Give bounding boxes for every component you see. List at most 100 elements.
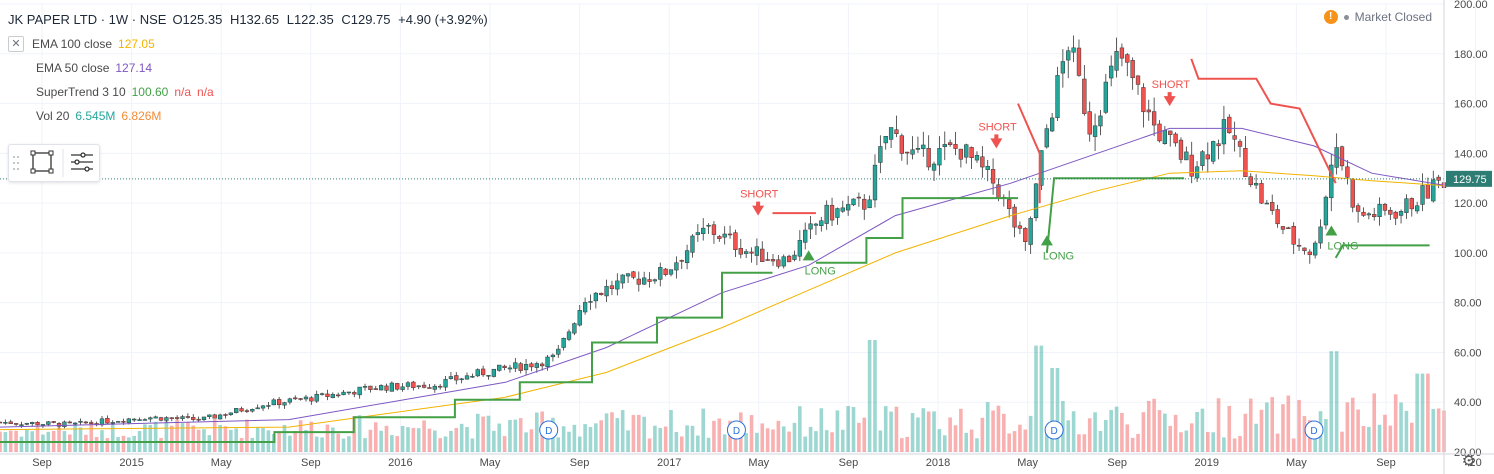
volume-bar — [357, 415, 362, 452]
indicator-row-supertrend[interactable]: SuperTrend 3 10 100.60 n/a n/a — [8, 80, 492, 104]
volume-bar — [320, 437, 324, 452]
candle-up — [201, 416, 207, 421]
indicator-value: 127.14 — [115, 61, 153, 75]
candle-up — [142, 419, 148, 421]
candle-down — [636, 278, 641, 285]
volume-bar — [1028, 415, 1033, 452]
candle-down — [1178, 139, 1184, 160]
signal-short: SHORT — [740, 189, 779, 216]
candle-up — [582, 302, 588, 313]
volume-bar — [524, 432, 528, 452]
candle-down — [609, 285, 615, 289]
indicator-row-ema50[interactable]: EMA 50 close 127.14 — [8, 56, 492, 80]
candle-up — [389, 382, 395, 392]
indicator-name: Vol 20 — [36, 109, 70, 123]
volume-bar — [78, 427, 83, 452]
signal-label: SHORT — [1152, 79, 1191, 91]
y-tick-label: 200.00 — [1454, 0, 1488, 11]
candle-up — [400, 386, 405, 390]
volume-bar — [207, 435, 212, 452]
volume-bar — [1270, 397, 1275, 452]
volume-bar — [808, 426, 813, 452]
warning-icon[interactable]: ! — [1323, 10, 1338, 24]
volume-bar — [1034, 345, 1038, 452]
rectangle-draw-icon[interactable] — [30, 150, 54, 174]
candle-down — [1135, 75, 1141, 85]
candle-up — [674, 262, 679, 271]
candle-up — [550, 354, 556, 358]
volume-bar — [438, 438, 442, 452]
volume-bar — [921, 408, 926, 452]
volume-bar — [674, 431, 679, 452]
candle-up — [1092, 125, 1098, 137]
candle-down — [1205, 154, 1210, 160]
volume-bar — [712, 420, 716, 452]
candle-up — [1221, 119, 1227, 145]
volume-bar — [631, 415, 636, 452]
volume-bar — [427, 428, 432, 452]
volume-bar — [1388, 425, 1393, 452]
candle-up — [250, 409, 255, 412]
ohlc-open: O125.35 — [172, 12, 223, 27]
candle-down — [1076, 47, 1082, 76]
volume-bar — [400, 425, 405, 452]
indicator-row-volume[interactable]: Vol 20 6.545M 6.826M — [8, 104, 492, 128]
candle-up — [883, 136, 888, 144]
volume-bar — [481, 416, 485, 452]
volume-bar — [529, 429, 534, 452]
settings-gear-icon[interactable]: ⚙ — [1461, 453, 1476, 470]
volume-bar — [1082, 434, 1087, 452]
candle-up — [888, 127, 894, 140]
volume-bar — [792, 422, 797, 452]
candle-up — [3, 422, 8, 424]
volume-bar — [1222, 437, 1226, 452]
dividend-circle — [1044, 420, 1064, 440]
candle-up — [137, 419, 142, 421]
indicator-value: n/a — [174, 85, 192, 99]
volume-bar — [1345, 402, 1350, 452]
candle-down — [1023, 228, 1028, 242]
volume-bar — [1377, 424, 1382, 452]
candle-up — [588, 301, 593, 303]
volume-bar — [1243, 413, 1248, 452]
candle-up — [432, 385, 437, 390]
collapse-legend-icon[interactable]: ✕ — [8, 36, 24, 52]
candle-down — [765, 259, 770, 261]
list-icon[interactable] — [71, 152, 93, 172]
volume-bar — [1087, 418, 1092, 452]
candle-down — [169, 417, 174, 419]
volume-bar — [1098, 430, 1103, 452]
volume-bar — [776, 420, 781, 452]
candle-up — [792, 254, 797, 260]
volume-bar — [567, 431, 571, 452]
ohlc-values: O125.35 H132.65 L122.35 C129.75 +4.90 (+… — [172, 8, 491, 32]
volume-bar — [492, 430, 496, 452]
volume-bar — [722, 434, 727, 452]
volume-bar — [669, 409, 673, 452]
candle-up — [840, 207, 845, 212]
signal-long: LONG — [1325, 225, 1359, 252]
candle-up — [362, 386, 368, 388]
candle-up — [808, 223, 813, 230]
candle-up — [985, 165, 990, 170]
candle-up — [513, 362, 518, 369]
x-tick-label: May — [211, 457, 232, 469]
candle-up — [1313, 242, 1318, 256]
candle-down — [1012, 206, 1017, 228]
volume-bar — [1023, 429, 1028, 452]
volume-bar — [851, 407, 856, 452]
dividend-marker: D — [1044, 420, 1064, 440]
dividend-marker: D — [539, 420, 559, 440]
drag-handle-icon[interactable] — [13, 156, 19, 170]
ema50-line — [0, 127, 1445, 428]
candle-down — [738, 248, 743, 255]
candle-down — [1259, 183, 1264, 204]
candle-up — [62, 421, 67, 427]
indicator-row-ema100[interactable]: ✕ EMA 100 close 127.05 — [8, 32, 492, 56]
volume-bar — [1334, 351, 1339, 452]
y-tick-label: 120.00 — [1454, 198, 1488, 210]
signal-long: LONG — [802, 250, 836, 277]
volume-bar — [218, 425, 222, 452]
volume-bar — [293, 431, 298, 452]
